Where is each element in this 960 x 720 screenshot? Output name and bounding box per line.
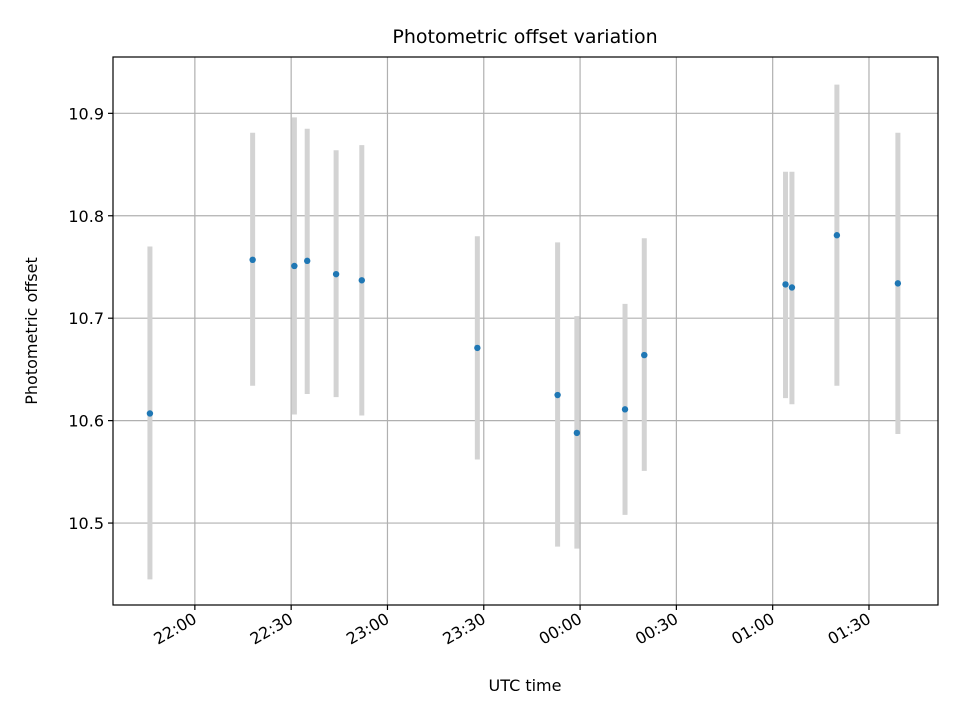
data-point: [554, 391, 561, 399]
data-point: [641, 351, 648, 359]
data-point: [894, 280, 902, 287]
y-tick-label: 10.6: [68, 412, 104, 431]
data-point: [304, 257, 311, 265]
data-point: [833, 232, 841, 239]
plot-frame: [112, 56, 939, 606]
y-tick-label: 10.5: [68, 514, 104, 533]
data-point: [573, 429, 581, 437]
data-point: [621, 406, 629, 413]
x-axis-label: UTC time: [489, 676, 562, 695]
y-axis-label: Photometric offset: [22, 257, 41, 405]
data-points: [146, 232, 902, 437]
data-point: [249, 256, 256, 264]
data-point: [146, 410, 154, 417]
y-tick-label: 10.7: [68, 309, 104, 328]
y-axis-ticks: 10.5 10.6 10.7 10.8 10.9: [68, 104, 113, 533]
y-tick-label: 10.8: [68, 207, 104, 226]
data-point: [474, 344, 481, 352]
y-tick-label: 10.9: [68, 104, 104, 123]
data-point: [782, 281, 789, 288]
grid: [113, 57, 938, 605]
data-point: [788, 284, 796, 291]
data-point: [291, 262, 298, 270]
chart-title: Photometric offset variation: [392, 26, 657, 48]
data-point: [358, 277, 365, 284]
data-point: [332, 270, 340, 278]
